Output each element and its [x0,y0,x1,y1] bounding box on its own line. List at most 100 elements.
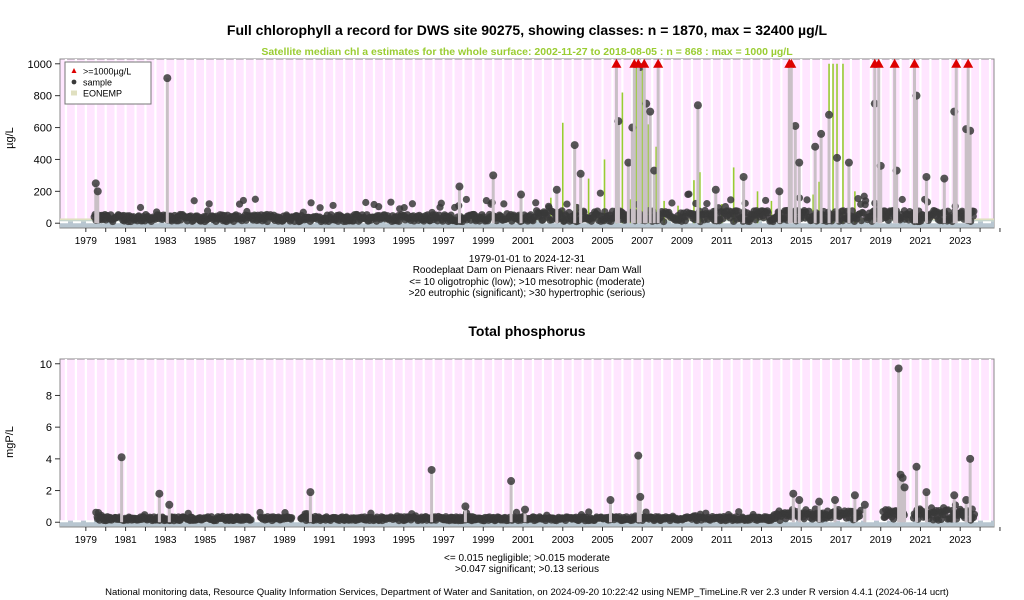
exceed-marker [639,58,650,68]
sample-cloud-point [970,510,979,518]
sample-point [817,129,826,138]
x-tick-label: 1979 [75,236,98,247]
exceed-marker [653,58,664,68]
x-tick-label: 2019 [870,236,893,247]
legend-label: EONEMP [83,89,122,99]
x-tick-label: 1981 [114,236,137,247]
sample-point [521,505,530,514]
sample-point [461,502,470,511]
sample-cloud-point [857,217,865,225]
sample-point [576,169,585,178]
sample-cloud-point [362,198,370,207]
chart1-group: 0 200 400 600 800 1000 1979 1981 1983 1985 1987 198… [28,58,1001,247]
sample-point [552,185,561,194]
sample-cloud-point [585,508,593,516]
sample-point [739,172,748,181]
tp-class-caption-2: >0.047 significant; >0.13 serious [455,564,599,575]
x-tick-label: 1999 [472,236,495,247]
sample-point [427,465,436,474]
sample-cloud-point [862,197,870,205]
sample-cloud-point [848,207,856,215]
x-tick-label: 2009 [671,236,694,247]
x-tick-label: 2001 [512,236,535,247]
x-tick-label: 1995 [393,535,416,546]
sample-point [155,489,164,498]
chart1-title: Full chlorophyll a record for DWS site 9… [226,22,828,38]
sample-point [489,171,498,180]
sample-point [711,185,720,194]
sample-point [117,453,126,462]
legend-marker-sample [71,79,77,85]
sample-cloud-point [855,512,864,520]
sample-cloud-point [462,195,470,204]
x-tick-label: 1993 [353,236,376,247]
x-tick-label: 2013 [750,236,773,247]
date-range-caption: 1979-01-01 to 2024-12-31 [468,254,586,265]
x-tick-label: 2015 [790,236,813,247]
legend-marker-eonemp [71,90,77,96]
x-tick-label: 1989 [273,535,296,546]
x-tick-label: 1979 [75,535,98,546]
x-tick-label: 1985 [194,236,217,247]
sample-cloud-point [307,199,315,207]
x-tick-label: 2011 [711,236,733,247]
exceed-marker [873,58,884,68]
y-tick-label: 8 [46,390,52,402]
x-tick-label: 2003 [552,535,575,546]
sample-point [795,158,804,167]
sample-point [831,496,840,505]
chart2-ylabel: mgP/L [4,426,16,458]
x-tick-label: 2023 [949,535,972,546]
y-tick-label: 4 [46,454,52,466]
sample-point [693,101,702,110]
tp-class-caption-1: <= 0.015 negligible; >0.015 moderate [444,553,610,564]
sample-cloud-point [596,189,604,197]
sample-point [517,190,526,199]
sample-point [900,483,909,492]
x-tick-label: 2007 [631,535,654,546]
x-tick-label: 1999 [472,535,495,546]
sample-cloud-point [251,195,259,203]
x-tick-label: 1997 [432,236,455,247]
legend-marker-exceed [71,68,77,73]
sample-cloud-point [400,204,408,212]
sample-point [833,153,842,162]
chl-class-caption-1: <= 10 oligotrophic (low); >10 mesotrophi… [409,277,645,288]
sample-cloud-point [727,196,735,204]
sample-cloud-point [205,200,213,208]
sample-point [940,174,949,183]
y-tick-label: 0 [46,517,52,529]
sample-point [815,497,824,506]
y-tick-label: 10 [40,359,52,371]
x-tick-label: 1987 [234,535,257,546]
x-tick-label: 2023 [949,236,972,247]
sample-cloud-point [660,218,668,226]
sample-cloud-point [203,207,212,215]
x-tick-label: 1993 [353,535,376,546]
sample-point [636,492,645,501]
sample-point [507,477,516,486]
sample-point [775,187,784,196]
x-tick-label: 2017 [830,236,853,247]
sample-cloud-point [532,199,540,207]
sample-cloud-point [735,508,743,516]
legend-label: sample [83,78,112,88]
sample-cloud-point [854,195,862,203]
sample-cloud-point [408,200,417,208]
sample-point [966,454,975,463]
x-tick-label: 2007 [631,236,654,247]
y-tick-label: 6 [46,422,52,434]
x-tick-label: 1989 [273,236,296,247]
x-tick-label: 2021 [909,535,932,546]
sample-cloud-point [803,196,811,204]
sample-point [606,496,615,505]
chart1-class-band [60,221,994,228]
sample-point [789,489,798,498]
sample-cloud-point [857,506,865,515]
sample-point [894,364,903,373]
x-tick-label: 1981 [114,535,137,546]
exceed-marker [611,58,622,68]
x-tick-label: 2015 [790,535,813,546]
chart2-group: 0 2 4 6 8 10 1979 1981 1983 1985 1987 1989 1991 1993 1… [40,358,1001,546]
sample-point [922,172,931,181]
